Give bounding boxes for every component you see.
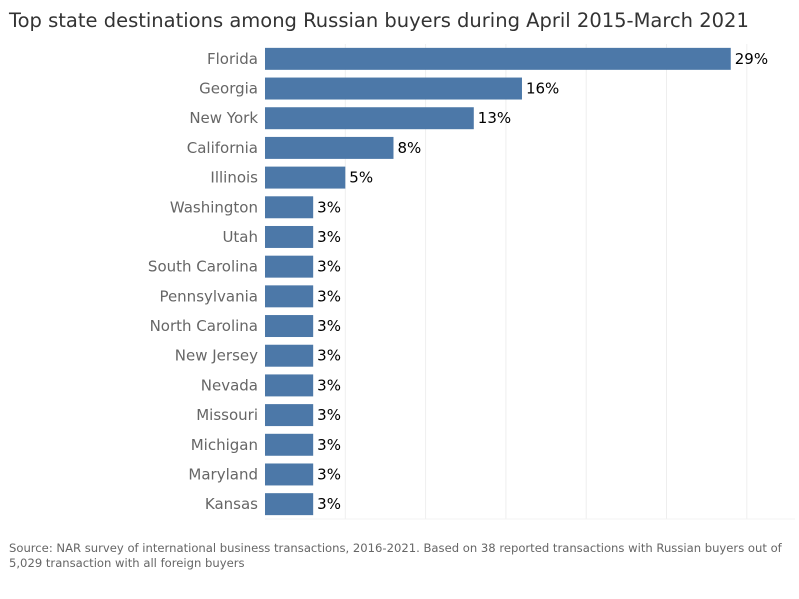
value-label: 3% bbox=[317, 287, 341, 305]
category-labels: Florida Georgia New York California Illinois… bbox=[148, 50, 258, 513]
bar bbox=[265, 225, 314, 248]
value-label: 3% bbox=[317, 317, 341, 335]
value-label: 3% bbox=[317, 198, 341, 216]
value-label: 29% bbox=[735, 50, 768, 68]
value-label: 3% bbox=[317, 406, 341, 424]
category-label: New York bbox=[189, 109, 258, 127]
category-label: Missouri bbox=[196, 406, 258, 424]
bar bbox=[265, 136, 394, 159]
category-label: Georgia bbox=[199, 80, 258, 98]
category-label: California bbox=[187, 139, 258, 157]
value-label: 16% bbox=[526, 80, 559, 98]
value-label: 3% bbox=[317, 228, 341, 246]
value-label: 8% bbox=[397, 139, 421, 157]
category-label: Florida bbox=[207, 50, 258, 68]
category-label: Utah bbox=[222, 228, 258, 246]
bar bbox=[265, 285, 314, 308]
value-label: 3% bbox=[317, 258, 341, 276]
value-label: 3% bbox=[317, 465, 341, 483]
category-label: Maryland bbox=[188, 465, 258, 483]
value-label: 5% bbox=[349, 169, 373, 187]
source-note: Source: NAR survey of international busi… bbox=[9, 541, 782, 570]
bars bbox=[265, 47, 731, 516]
category-label: Kansas bbox=[205, 495, 258, 513]
value-label: 13% bbox=[478, 109, 511, 127]
bar bbox=[265, 47, 731, 70]
bar bbox=[265, 404, 314, 427]
bar bbox=[265, 374, 314, 397]
category-label: Pennsylvania bbox=[159, 287, 258, 305]
bar bbox=[265, 433, 314, 456]
category-label: North Carolina bbox=[150, 317, 258, 335]
value-label: 3% bbox=[317, 347, 341, 365]
chart-title: Top state destinations among Russian buy… bbox=[9, 9, 749, 32]
value-label: 3% bbox=[317, 436, 341, 454]
bar bbox=[265, 107, 474, 130]
bar bbox=[265, 77, 522, 100]
category-label: New Jersey bbox=[175, 347, 258, 365]
bar bbox=[265, 166, 346, 189]
category-label: South Carolina bbox=[148, 258, 258, 276]
grid-lines bbox=[265, 44, 795, 520]
bar bbox=[265, 463, 314, 486]
bar bbox=[265, 255, 314, 278]
category-label: Illinois bbox=[210, 169, 258, 187]
bar bbox=[265, 493, 314, 516]
category-label: Nevada bbox=[201, 376, 258, 394]
bar-chart: Florida Georgia New York California Illinois… bbox=[148, 44, 795, 520]
value-label: 3% bbox=[317, 495, 341, 513]
category-label: Washington bbox=[170, 198, 258, 216]
value-label: 3% bbox=[317, 376, 341, 394]
bar bbox=[265, 196, 314, 219]
value-labels: 29% 16% 13% 8% 5% 3% 3% 3% 3% 3% 3% 3% 3% 3% 3% 3% bbox=[317, 50, 768, 513]
bar bbox=[265, 315, 314, 338]
bar bbox=[265, 344, 314, 367]
category-label: Michigan bbox=[191, 436, 258, 454]
